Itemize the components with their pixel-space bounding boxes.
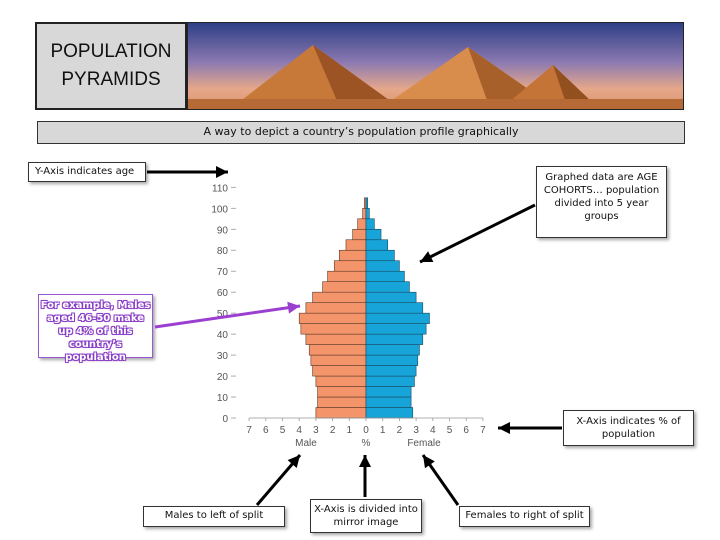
bar-female xyxy=(365,312,430,324)
x-tick-label: 6 xyxy=(263,425,269,436)
arrow-example-head xyxy=(287,301,300,314)
bar-male xyxy=(298,312,367,324)
arrow-males-head xyxy=(287,455,300,469)
bar-female xyxy=(365,260,400,272)
bar-male xyxy=(327,270,367,282)
bar-male xyxy=(308,344,367,356)
bar-female xyxy=(365,208,370,220)
y-tick-label: 30 xyxy=(217,351,229,362)
arrow-mirror-head xyxy=(359,455,371,467)
arrow-y-axis-head xyxy=(216,166,228,178)
bar-male xyxy=(305,333,367,345)
bar-male xyxy=(333,260,367,272)
bar-female xyxy=(365,344,420,356)
callout-females: Females to right of split xyxy=(459,506,590,527)
y-tick-label: 80 xyxy=(217,246,229,257)
callout-y-axis: Y-Axis indicates age xyxy=(28,162,146,182)
y-tick-label: 90 xyxy=(217,225,229,236)
x-label-female: Female xyxy=(407,438,441,449)
arrow-females-head xyxy=(423,455,435,469)
bar-male xyxy=(338,249,367,262)
callout-males: Males to left of split xyxy=(143,506,285,527)
y-tick-label: 20 xyxy=(217,372,229,383)
x-tick-label: 3 xyxy=(413,425,419,436)
x-tick-label: 2 xyxy=(330,425,336,436)
bar-male xyxy=(312,365,367,377)
bar-female xyxy=(365,396,412,408)
x-tick-label: 6 xyxy=(463,425,469,436)
subtitle-bar: A way to depict a country’s population p… xyxy=(37,121,685,144)
bar-male xyxy=(345,239,367,251)
y-tick-label: 40 xyxy=(217,330,229,341)
bar-male xyxy=(352,228,367,241)
x-tick-label: 4 xyxy=(296,425,302,436)
bar-female xyxy=(365,375,415,387)
callout-age-cohorts: Graphed data are AGE COHORTS… population… xyxy=(536,166,667,238)
bar-male xyxy=(310,354,367,366)
bar-male xyxy=(315,375,367,387)
bars-group xyxy=(298,197,430,419)
subtitle: A way to depict a country’s population p… xyxy=(203,125,519,138)
arrow-x-axis-head xyxy=(498,422,510,434)
bar-male xyxy=(317,386,367,398)
y-tick-label: 70 xyxy=(217,267,229,278)
bar-male xyxy=(300,323,367,335)
bar-male xyxy=(317,396,367,408)
y-tick-label: 100 xyxy=(211,204,228,215)
y-tick-label: 50 xyxy=(217,309,229,320)
pyramids-photo xyxy=(187,22,684,110)
bar-female xyxy=(365,249,395,262)
x-tick-label: 2 xyxy=(397,425,403,436)
y-tick-label: 0 xyxy=(222,414,228,425)
x-label-percent: % xyxy=(362,438,371,449)
x-tick-label: 3 xyxy=(313,425,319,436)
x-tick-label: 7 xyxy=(480,425,486,436)
bar-female xyxy=(365,228,382,241)
bar-female xyxy=(365,218,375,230)
bar-female xyxy=(365,323,427,335)
bar-female xyxy=(365,302,424,314)
callout-mirror: X-Axis is divided into mirror image xyxy=(310,499,422,533)
bar-female xyxy=(365,239,389,251)
bar-male xyxy=(322,281,367,293)
bar-female xyxy=(365,386,412,398)
bar-male xyxy=(357,218,367,230)
bar-female xyxy=(365,270,405,282)
pyramids-image xyxy=(188,23,683,109)
bar-male xyxy=(362,208,367,220)
bar-female xyxy=(365,333,424,345)
bar-female xyxy=(365,291,417,303)
title-box: POPULATION PYRAMIDS xyxy=(35,22,187,110)
x-tick-label: 4 xyxy=(430,425,436,436)
bar-male xyxy=(315,407,367,419)
bar-female xyxy=(365,197,368,209)
bar-male xyxy=(305,302,367,314)
bar-female xyxy=(365,365,417,377)
x-tick-label: 1 xyxy=(347,425,353,436)
arrows-group xyxy=(147,166,562,506)
x-tick-label: 7 xyxy=(246,425,252,436)
callout-x-axis: X-Axis indicates % of population xyxy=(563,410,694,446)
bar-female xyxy=(365,354,419,366)
x-tick-label: 0 xyxy=(363,425,369,436)
bar-female xyxy=(365,407,414,419)
arrow-cohorts-head xyxy=(420,251,434,263)
x-tick-label: 5 xyxy=(447,425,453,436)
y-tick-label: 60 xyxy=(217,288,229,299)
arrow-cohorts-shaft xyxy=(419,203,536,264)
x-tick-label: 5 xyxy=(280,425,286,436)
x-tick-label: 1 xyxy=(380,425,386,436)
y-tick-label: 10 xyxy=(217,393,229,404)
y-tick-label: 110 xyxy=(212,183,228,194)
page-title: POPULATION PYRAMIDS xyxy=(50,41,172,90)
arrow-example-shaft xyxy=(154,304,301,329)
bar-female xyxy=(365,281,410,293)
x-label-male: Male xyxy=(295,438,317,449)
bar-male xyxy=(312,291,367,303)
callout-example: For example, Males aged 46-50 make up 4%… xyxy=(38,294,153,363)
